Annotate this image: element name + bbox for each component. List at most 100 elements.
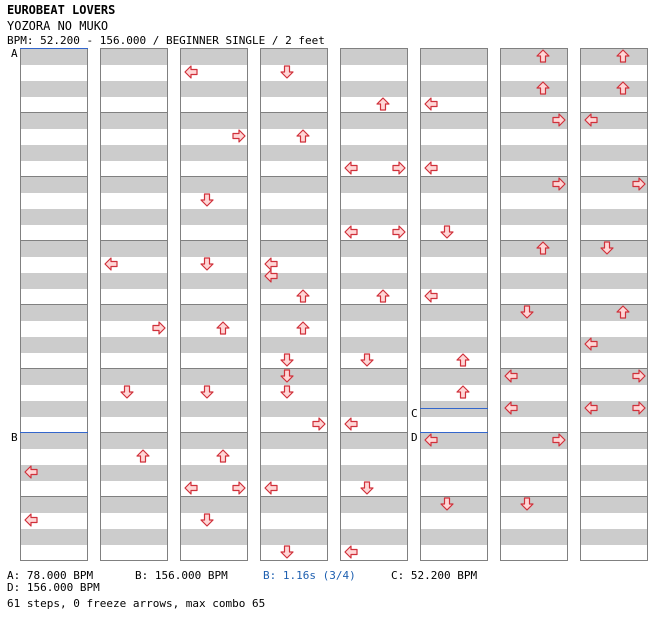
beat-band <box>581 401 647 417</box>
measure-box <box>260 48 328 113</box>
beat-band <box>101 209 167 225</box>
beat-band <box>501 305 567 321</box>
left-arrow-icon <box>504 401 518 415</box>
beat-band <box>181 273 247 289</box>
beat-band <box>261 305 327 321</box>
down-arrow-icon <box>600 241 614 255</box>
beat-band <box>21 113 87 129</box>
measure-box <box>580 304 648 369</box>
beat-band <box>341 145 407 161</box>
beat-band <box>421 145 487 161</box>
measure-box <box>20 432 88 497</box>
measure-box <box>100 176 168 241</box>
left-arrow-icon <box>24 465 38 479</box>
down-arrow-icon <box>280 385 294 399</box>
measure-box <box>20 240 88 305</box>
beat-band <box>101 465 167 481</box>
up-arrow-icon <box>216 449 230 463</box>
beat-band <box>21 81 87 97</box>
song-group-title: EUROBEAT LOVERS <box>7 3 116 17</box>
right-arrow-icon <box>312 417 326 431</box>
measure-box <box>20 48 88 113</box>
beat-band <box>181 49 247 65</box>
down-arrow-icon <box>200 513 214 527</box>
beat-band <box>101 305 167 321</box>
beat-band <box>341 529 407 545</box>
beat-band <box>421 497 487 513</box>
beat-band <box>181 241 247 257</box>
beat-band <box>581 209 647 225</box>
beat-band <box>421 369 487 385</box>
left-arrow-icon <box>504 369 518 383</box>
up-arrow-icon <box>616 49 630 63</box>
timing-marker-line <box>20 48 88 49</box>
beat-band <box>501 337 567 353</box>
down-arrow-icon <box>200 193 214 207</box>
left-arrow-icon <box>184 481 198 495</box>
measure-box <box>100 496 168 561</box>
measure-box <box>260 112 328 177</box>
beat-band <box>101 497 167 513</box>
measure-box <box>20 496 88 561</box>
beat-band <box>261 113 327 129</box>
beat-band <box>101 241 167 257</box>
measure-box <box>500 240 568 305</box>
beat-band <box>101 401 167 417</box>
beat-band <box>101 177 167 193</box>
measure-box <box>580 368 648 433</box>
measure-box <box>580 432 648 497</box>
beat-band <box>21 401 87 417</box>
measure-box <box>180 496 248 561</box>
measure-box <box>180 112 248 177</box>
beat-band <box>261 241 327 257</box>
down-arrow-icon <box>520 305 534 319</box>
up-arrow-icon <box>536 81 550 95</box>
right-arrow-icon <box>632 401 646 415</box>
beat-band <box>581 369 647 385</box>
beat-band <box>101 145 167 161</box>
right-arrow-icon <box>552 433 566 447</box>
beat-band <box>581 529 647 545</box>
beat-band <box>261 465 327 481</box>
beat-band <box>261 497 327 513</box>
beat-band <box>101 273 167 289</box>
beat-band <box>261 369 327 385</box>
chart-column <box>180 48 248 561</box>
timing-marker-line <box>420 432 488 433</box>
beat-band <box>581 113 647 129</box>
down-arrow-icon <box>440 225 454 239</box>
footer-a-bpm: A: 78.000 BPM <box>7 569 94 582</box>
beat-band <box>181 113 247 129</box>
measure-box <box>500 432 568 497</box>
measure-box <box>340 432 408 497</box>
beat-band <box>21 209 87 225</box>
left-arrow-icon <box>424 161 438 175</box>
measure-box <box>580 240 648 305</box>
beat-band <box>421 241 487 257</box>
chart-column <box>340 48 408 561</box>
measure-box <box>420 176 488 241</box>
beat-band <box>501 273 567 289</box>
down-arrow-icon <box>440 497 454 511</box>
beat-band <box>181 305 247 321</box>
measure-box <box>340 240 408 305</box>
beat-band <box>421 177 487 193</box>
measure-box <box>260 304 328 369</box>
beat-band <box>501 529 567 545</box>
beat-band <box>501 369 567 385</box>
footer-b-stop: B: 1.16s (3/4) <box>263 569 356 582</box>
beat-band <box>421 337 487 353</box>
beat-band <box>501 401 567 417</box>
beat-band <box>181 433 247 449</box>
right-arrow-icon <box>632 369 646 383</box>
beat-band <box>421 401 487 417</box>
up-arrow-icon <box>616 305 630 319</box>
measure-box <box>100 48 168 113</box>
right-arrow-icon <box>232 129 246 143</box>
beat-band <box>341 177 407 193</box>
chart-column <box>500 48 568 561</box>
beat-band <box>341 49 407 65</box>
beat-band <box>421 529 487 545</box>
beat-band <box>421 81 487 97</box>
beat-band <box>181 401 247 417</box>
